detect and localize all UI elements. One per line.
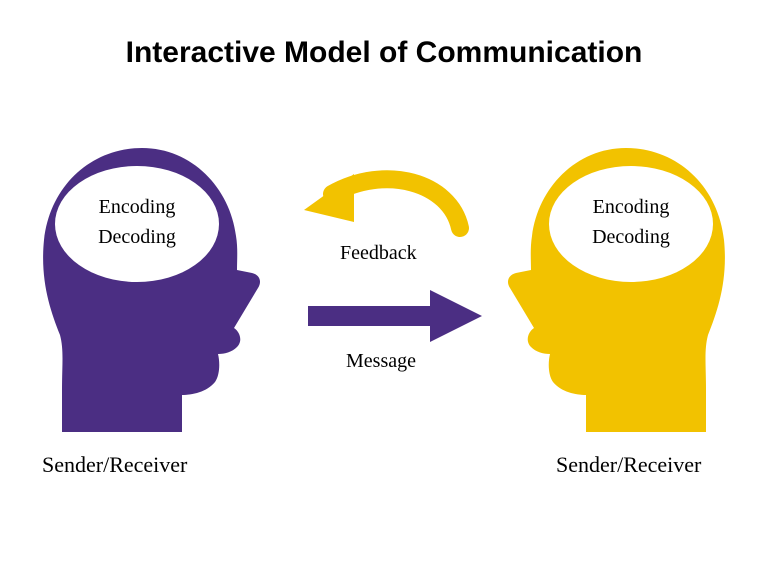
left-head-group: Encoding Decoding: [32, 140, 272, 440]
right-decoding-label: Decoding: [556, 222, 706, 252]
feedback-arrow-head: [304, 174, 354, 222]
left-encoding-label: Encoding: [62, 192, 212, 222]
right-head-silhouette: [496, 140, 736, 440]
message-arrow-icon: [298, 286, 488, 346]
feedback-arrow-icon: [290, 152, 480, 242]
message-arrow-head: [430, 290, 482, 342]
feedback-label: Feedback: [340, 242, 417, 265]
left-head-silhouette: [32, 140, 272, 440]
right-head-group: Encoding Decoding: [496, 140, 736, 440]
right-role-label: Sender/Receiver: [556, 452, 701, 478]
right-brain-text: Encoding Decoding: [556, 192, 706, 252]
left-decoding-label: Decoding: [62, 222, 212, 252]
left-brain-text: Encoding Decoding: [62, 192, 212, 252]
diagram-title: Interactive Model of Communication: [0, 36, 768, 70]
right-encoding-label: Encoding: [556, 192, 706, 222]
message-label: Message: [346, 350, 416, 373]
left-role-label: Sender/Receiver: [42, 452, 187, 478]
